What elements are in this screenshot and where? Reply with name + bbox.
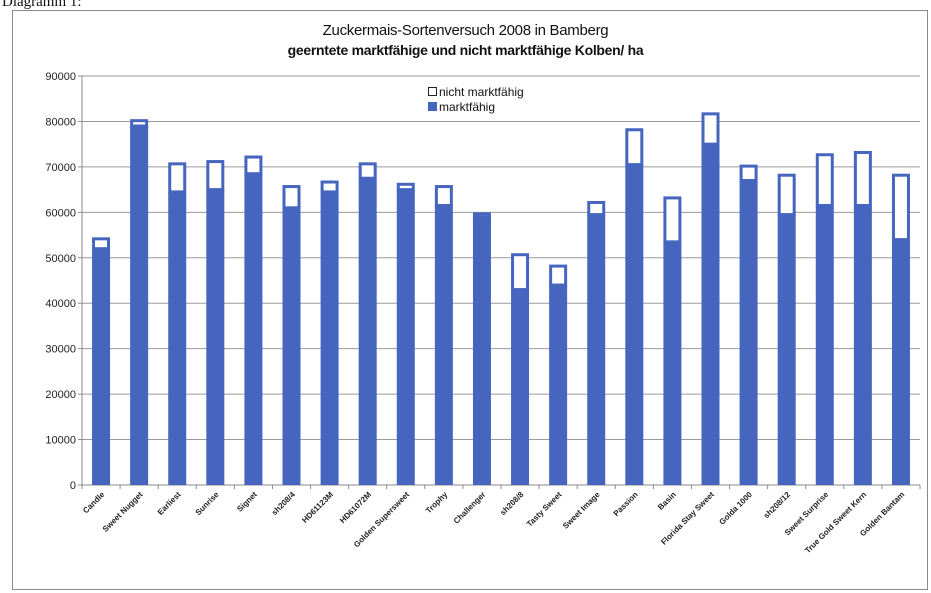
legend-swatch-blue bbox=[428, 102, 437, 111]
chart-title: Zuckermais-Sortenversuch 2008 in Bamberg bbox=[322, 22, 609, 39]
x-tick-label: Candle bbox=[81, 490, 107, 516]
bar-nicht-marktfaehig bbox=[587, 200, 606, 217]
bar-marktfaehig bbox=[891, 239, 910, 485]
bar-nicht-marktfaehig bbox=[625, 128, 644, 167]
bar-nicht-marktfaehig bbox=[472, 212, 491, 219]
bar-marktfaehig bbox=[853, 205, 872, 485]
legend-label: marktfähig bbox=[439, 99, 496, 114]
legend: nicht marktfähig marktfähig bbox=[428, 84, 524, 114]
bar-nicht-marktfaehig bbox=[92, 237, 111, 251]
bar-nicht-marktfaehig bbox=[130, 119, 149, 128]
y-tick-label: 80000 bbox=[45, 116, 76, 128]
legend-item-marktfaehig: marktfähig bbox=[428, 99, 524, 114]
x-tick-label: Golda 1000 bbox=[717, 490, 754, 527]
x-tick-label: Tasty Sweet bbox=[525, 490, 564, 529]
bar-nicht-marktfaehig bbox=[358, 162, 377, 180]
y-tick-label: 90000 bbox=[45, 71, 76, 83]
y-tick-label: 10000 bbox=[45, 435, 76, 447]
bar-marktfaehig bbox=[549, 285, 568, 485]
x-tick-label: Basin bbox=[656, 490, 678, 512]
bar-nicht-marktfaehig bbox=[320, 180, 339, 194]
bar-nicht-marktfaehig bbox=[853, 150, 872, 208]
x-tick-label: Challenger bbox=[452, 490, 488, 526]
y-tick-label: 50000 bbox=[45, 253, 76, 265]
x-tick-label: HD61072M bbox=[338, 490, 373, 525]
bar-marktfaehig bbox=[701, 144, 720, 485]
bar-nicht-marktfaehig bbox=[663, 196, 682, 244]
y-tick-label: 60000 bbox=[45, 207, 76, 219]
bar-marktfaehig bbox=[511, 289, 530, 485]
x-tick-label: Sweet Nugget bbox=[101, 490, 145, 534]
x-tick-label: sh208/12 bbox=[762, 490, 793, 521]
bar-nicht-marktfaehig bbox=[282, 185, 301, 210]
bar-marktfaehig bbox=[282, 207, 301, 486]
bar-nicht-marktfaehig bbox=[396, 182, 415, 192]
x-tick-label: Passion bbox=[612, 490, 640, 518]
bar-marktfaehig bbox=[168, 191, 187, 485]
bar-nicht-marktfaehig bbox=[511, 253, 530, 292]
bar-nicht-marktfaehig bbox=[815, 153, 834, 208]
bar-marktfaehig bbox=[815, 205, 834, 485]
bar-marktfaehig bbox=[396, 189, 415, 485]
bar-marktfaehig bbox=[663, 241, 682, 485]
y-tick-label: 0 bbox=[70, 480, 76, 492]
bar-marktfaehig bbox=[320, 191, 339, 485]
x-tick-label: sh208/4 bbox=[270, 490, 298, 518]
x-tick-label: Signet bbox=[235, 490, 259, 514]
bar-nicht-marktfaehig bbox=[739, 164, 758, 183]
bar-marktfaehig bbox=[92, 248, 111, 485]
x-tick-label: Sweet Image bbox=[561, 490, 602, 531]
chart-subtitle: geerntete marktfähige und nicht marktfäh… bbox=[287, 42, 644, 58]
bar-marktfaehig bbox=[777, 214, 796, 485]
y-tick-label: 20000 bbox=[45, 389, 76, 401]
chart-frame bbox=[12, 10, 928, 590]
bar-nicht-marktfaehig bbox=[891, 173, 910, 242]
bar-nicht-marktfaehig bbox=[244, 155, 263, 176]
y-tick-label: 40000 bbox=[45, 298, 76, 310]
x-tick-label: Trophy bbox=[424, 490, 450, 516]
bar-nicht-marktfaehig bbox=[701, 112, 720, 146]
legend-label: nicht marktfähig bbox=[439, 84, 524, 99]
bar-marktfaehig bbox=[358, 178, 377, 485]
legend-swatch-white bbox=[428, 87, 437, 96]
bar-marktfaehig bbox=[130, 125, 149, 485]
bar-nicht-marktfaehig bbox=[206, 160, 225, 192]
x-tick-label: HD61123M bbox=[300, 490, 335, 525]
bar-nicht-marktfaehig bbox=[168, 162, 187, 194]
x-tick-label: Earliest bbox=[156, 490, 183, 517]
x-tick-label: Sunrise bbox=[194, 490, 222, 518]
bar-marktfaehig bbox=[472, 216, 491, 485]
figure-caption: Diagramm 1: bbox=[2, 0, 82, 10]
bar-marktfaehig bbox=[206, 189, 225, 485]
bar-nicht-marktfaehig bbox=[549, 264, 568, 287]
bar-marktfaehig bbox=[625, 164, 644, 485]
y-tick-label: 70000 bbox=[45, 162, 76, 174]
bar-nicht-marktfaehig bbox=[777, 173, 796, 217]
bar-marktfaehig bbox=[244, 173, 263, 485]
legend-item-nicht-marktfaehig: nicht marktfähig bbox=[428, 84, 524, 99]
bar-marktfaehig bbox=[434, 205, 453, 485]
y-tick-label: 30000 bbox=[45, 344, 76, 356]
bar-marktfaehig bbox=[739, 180, 758, 485]
bar-nicht-marktfaehig bbox=[434, 185, 453, 208]
bar-marktfaehig bbox=[587, 214, 606, 485]
x-tick-label: sh208/8 bbox=[498, 490, 526, 518]
